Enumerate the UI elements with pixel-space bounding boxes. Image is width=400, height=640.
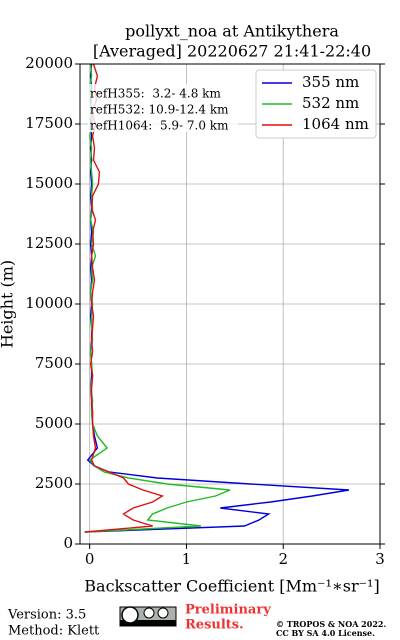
method: Method: Klett: [8, 624, 100, 639]
plot-frame: [79, 63, 381, 545]
y-tick-label: 12500: [25, 234, 73, 252]
cc-logo: [119, 606, 177, 627]
y-tick-label: 15000: [25, 174, 73, 192]
annotation: refH355: 3.2- 4.8 km: [90, 87, 221, 101]
notice: Results.: [185, 618, 244, 633]
legend-label: 355 nm: [302, 73, 359, 91]
version: Version: 3.5: [7, 608, 86, 623]
copyright: © TROPOS & NOA 2022.: [276, 619, 386, 629]
y-axis-label: Height (m): [0, 260, 17, 348]
annotation-box: [88, 84, 238, 132]
y-tick-label: 17500: [25, 114, 73, 132]
x-tick-label: 3: [375, 550, 385, 568]
copyright: CC BY SA 4.0 License.: [276, 628, 375, 638]
legend-label: 532 nm: [302, 94, 359, 112]
x-tick-label: 2: [278, 550, 288, 568]
legend-box: [255, 69, 377, 139]
x-tick-label: 1: [182, 550, 192, 568]
legend-label: 1064 nm: [302, 115, 369, 133]
y-tick-label: 7500: [35, 354, 73, 372]
y-tick-label: 5000: [35, 414, 73, 432]
chart-title: pollyxt_noa at Antikythera: [125, 22, 339, 41]
profile-line: [84, 63, 231, 533]
x-axis-label: Backscatter Coefficient [Mm⁻¹∗sr⁻¹]: [84, 577, 379, 596]
y-tick-label: 10000: [25, 294, 73, 312]
y-tick-label: 2500: [35, 474, 73, 492]
annotation: refH532: 10.9-12.4 km: [90, 103, 229, 117]
notice: Preliminary: [185, 603, 271, 618]
x-tick-label: 0: [85, 550, 95, 568]
annotation: refH1064: 5.9- 7.0 km: [90, 119, 229, 133]
y-tick-label: 0: [63, 534, 73, 552]
y-tick-label: 20000: [25, 54, 73, 72]
chart-subtitle: [Averaged] 20220627 21:41-22:40: [93, 42, 371, 61]
profile-line: [84, 63, 164, 533]
